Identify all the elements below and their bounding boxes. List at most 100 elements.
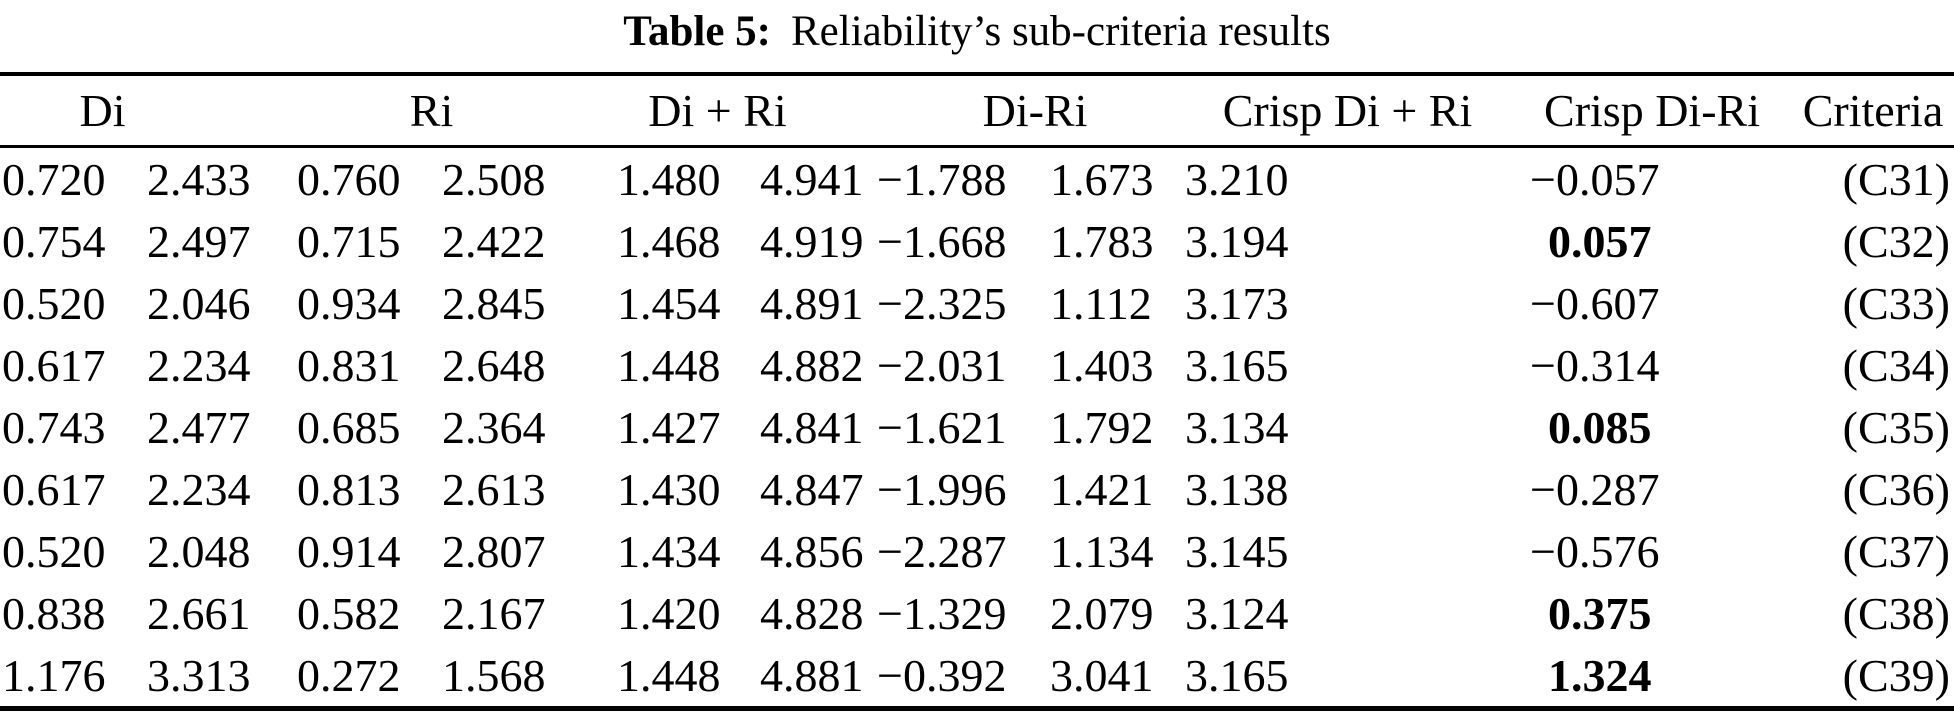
cell-ri_low: 0.685 xyxy=(297,401,401,453)
cell-ri_high: 2.364 xyxy=(442,401,546,453)
cell-di_plus_ri_low: 1.448 xyxy=(617,649,721,701)
cell-di_minus_ri_low: −2.287 xyxy=(877,525,1007,577)
cell-di_plus_ri_low: 1.480 xyxy=(617,153,721,205)
table-row: 0.754 2.497 0.715 2.422 1.468 4.919 −1.668 1.78… xyxy=(0,210,1954,272)
cell-di_plus_ri_high: 4.919 xyxy=(760,215,864,267)
cell-di_minus_ri_high: 2.079 xyxy=(1050,587,1154,639)
cell-di_plus_ri_low: 1.430 xyxy=(617,463,721,515)
column-header-di-minus-ri-label: Di-Ri xyxy=(982,85,1088,136)
cell-criteria: (C37) xyxy=(1842,525,1950,577)
column-header-crisp-di-plus-ri: Crisp Di + Ri xyxy=(1183,74,1512,148)
cell-di_minus_ri_high: 1.403 xyxy=(1050,339,1154,391)
table-body: 0.720 2.433 0.760 2.508 1.480 4.941 −1.788 1.67… xyxy=(0,147,1954,709)
cell-di_low: 0.617 xyxy=(2,463,106,515)
cell-ri_low: 0.914 xyxy=(297,525,401,577)
cell-di_minus_ri_low: −0.392 xyxy=(877,649,1007,701)
cell-crisp_di_plus_ri: 3.145 xyxy=(1185,525,1289,577)
cell-crisp_di_plus_ri: 3.134 xyxy=(1185,401,1289,453)
cell-ri_high: 2.613 xyxy=(442,463,546,515)
cell-ri_high: 2.508 xyxy=(442,153,546,205)
cell-di_plus_ri_high: 4.941 xyxy=(760,153,864,205)
cell-ri_low: 0.582 xyxy=(297,587,401,639)
cell-di_minus_ri_high: 1.673 xyxy=(1050,153,1154,205)
cell-di_minus_ri_high: 1.421 xyxy=(1050,463,1154,515)
cell-di_low: 1.176 xyxy=(2,649,106,701)
cell-di_low: 0.743 xyxy=(2,401,106,453)
cell-di_minus_ri_high: 1.134 xyxy=(1050,525,1154,577)
cell-criteria: (C38) xyxy=(1842,587,1950,639)
cell-ri_high: 1.568 xyxy=(442,649,546,701)
column-header-ri-label: Ri xyxy=(409,85,454,136)
cell-di_plus_ri_low: 1.434 xyxy=(617,525,721,577)
table-row: 0.838 2.661 0.582 2.167 1.420 4.828 −1.329 2.07… xyxy=(0,582,1954,644)
cell-di_minus_ri_low: −1.621 xyxy=(877,401,1007,453)
column-header-crisp-di-minus-ri-label: Crisp Di-Ri xyxy=(1544,85,1760,136)
cell-di_plus_ri_low: 1.448 xyxy=(617,339,721,391)
column-header-criteria-label: Criteria xyxy=(1802,85,1944,136)
cell-di_minus_ri_high: 1.112 xyxy=(1050,277,1152,329)
cell-crisp_di_minus_ri: −0.576 xyxy=(1530,525,1660,577)
cell-ri_low: 0.272 xyxy=(297,649,401,701)
cell-ri_high: 2.648 xyxy=(442,339,546,391)
cell-crisp_di_minus_ri: 0.057 xyxy=(1548,215,1652,267)
cell-di_minus_ri_low: −1.668 xyxy=(877,215,1007,267)
cell-di_high: 2.477 xyxy=(147,401,251,453)
cell-di_high: 2.497 xyxy=(147,215,251,267)
cell-di_high: 2.048 xyxy=(147,525,251,577)
column-header-di-plus-ri: Di + Ri xyxy=(612,74,875,148)
column-header-crisp-di-plus-ri-label: Crisp Di + Ri xyxy=(1222,85,1473,136)
table-header: Di Ri Di + Ri Di-Ri Crisp Di + Ri Crisp … xyxy=(0,74,1954,148)
cell-ri_low: 0.813 xyxy=(297,463,401,515)
cell-di_minus_ri_high: 3.041 xyxy=(1050,649,1154,701)
cell-ri_high: 2.422 xyxy=(442,215,546,267)
column-header-di-plus-ri-label: Di + Ri xyxy=(648,85,787,136)
column-header-di-label: Di xyxy=(79,85,126,136)
cell-di_minus_ri_low: −1.996 xyxy=(877,463,1007,515)
cell-di_minus_ri_low: −1.329 xyxy=(877,587,1007,639)
cell-di_plus_ri_low: 1.454 xyxy=(617,277,721,329)
cell-criteria: (C36) xyxy=(1842,463,1950,515)
table-caption-text: Reliability’s sub-criteria results xyxy=(790,8,1331,55)
cell-di_minus_ri_high: 1.783 xyxy=(1050,215,1154,267)
cell-di_high: 2.234 xyxy=(147,339,251,391)
cell-di_plus_ri_low: 1.420 xyxy=(617,587,721,639)
cell-di_plus_ri_high: 4.847 xyxy=(760,463,864,515)
table-row: 0.743 2.477 0.685 2.364 1.427 4.841 −1.621 1.79… xyxy=(0,396,1954,458)
reliability-subcriteria-table: Di Ri Di + Ri Di-Ri Crisp Di + Ri Crisp … xyxy=(0,72,1954,711)
cell-di_plus_ri_high: 4.891 xyxy=(760,277,864,329)
cell-crisp_di_minus_ri: 0.375 xyxy=(1548,587,1652,639)
cell-ri_high: 2.167 xyxy=(442,587,546,639)
cell-di_plus_ri_low: 1.468 xyxy=(617,215,721,267)
cell-criteria: (C39) xyxy=(1842,649,1950,701)
cell-di_plus_ri_low: 1.427 xyxy=(617,401,721,453)
cell-di_minus_ri_low: −1.788 xyxy=(877,153,1007,205)
cell-di_plus_ri_high: 4.841 xyxy=(760,401,864,453)
cell-ri_low: 0.934 xyxy=(297,277,401,329)
cell-ri_low: 0.760 xyxy=(297,153,401,205)
column-header-ri: Ri xyxy=(295,74,612,148)
cell-crisp_di_plus_ri: 3.165 xyxy=(1185,649,1289,701)
header-row: Di Ri Di + Ri Di-Ri Crisp Di + Ri Crisp … xyxy=(0,74,1954,148)
column-header-criteria: Criteria xyxy=(1792,74,1954,148)
cell-di_high: 2.433 xyxy=(147,153,251,205)
cell-crisp_di_plus_ri: 3.173 xyxy=(1185,277,1289,329)
cell-di_low: 0.617 xyxy=(2,339,106,391)
cell-criteria: (C31) xyxy=(1842,153,1950,205)
cell-di_high: 2.661 xyxy=(147,587,251,639)
cell-crisp_di_plus_ri: 3.165 xyxy=(1185,339,1289,391)
table-row: 0.720 2.433 0.760 2.508 1.480 4.941 −1.788 1.67… xyxy=(0,147,1954,211)
cell-di_low: 0.754 xyxy=(2,215,106,267)
cell-ri_high: 2.807 xyxy=(442,525,546,577)
cell-di_high: 3.313 xyxy=(147,649,251,701)
cell-di_minus_ri_low: −2.325 xyxy=(877,277,1007,329)
cell-di_low: 0.720 xyxy=(2,153,106,205)
cell-ri_high: 2.845 xyxy=(442,277,546,329)
cell-di_high: 2.046 xyxy=(147,277,251,329)
table-row: 0.520 2.046 0.934 2.845 1.454 4.891 −2.325 1.11… xyxy=(0,272,1954,334)
cell-di_low: 0.520 xyxy=(2,277,106,329)
cell-criteria: (C35) xyxy=(1842,401,1950,453)
cell-di_plus_ri_high: 4.882 xyxy=(760,339,864,391)
cell-crisp_di_minus_ri: −0.314 xyxy=(1530,339,1660,391)
table-row: 1.176 3.313 0.272 1.568 1.448 4.881 −0.392 3.04… xyxy=(0,644,1954,709)
cell-ri_low: 0.831 xyxy=(297,339,401,391)
